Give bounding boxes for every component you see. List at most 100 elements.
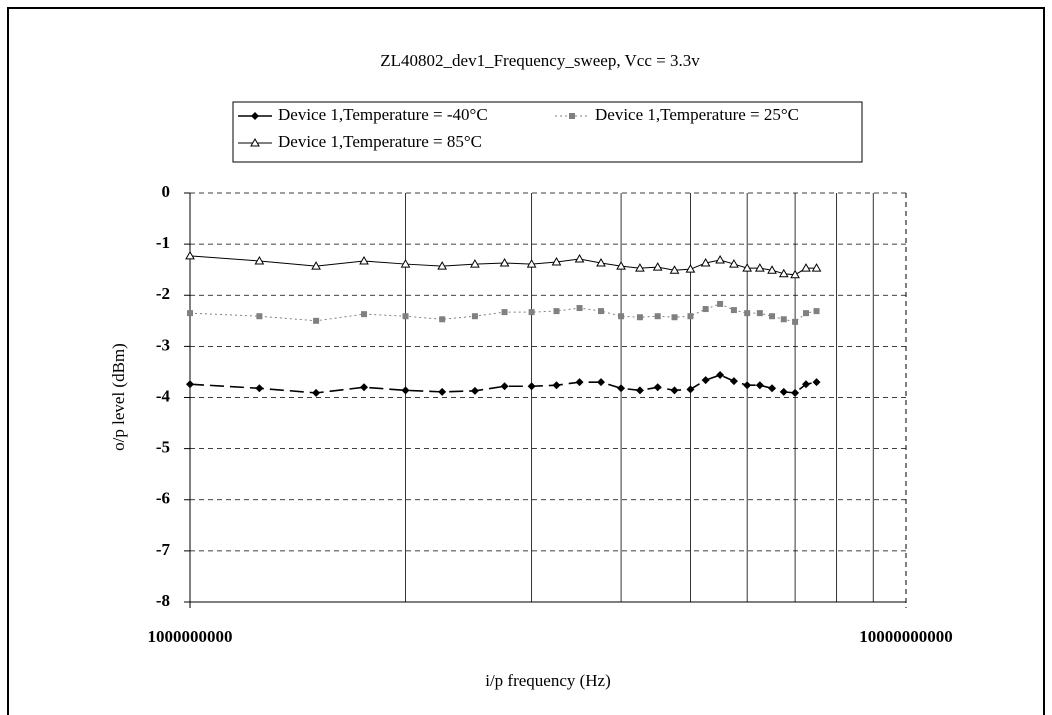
marker xyxy=(767,265,777,274)
y-tick-label: -5 xyxy=(156,438,170,457)
y-tick-label: -1 xyxy=(156,233,170,252)
marker xyxy=(729,259,739,268)
marker xyxy=(553,308,560,315)
marker xyxy=(500,382,509,391)
y-tick-label: -8 xyxy=(156,591,170,610)
marker xyxy=(616,261,626,270)
marker xyxy=(743,381,752,390)
marker xyxy=(312,388,321,397)
marker xyxy=(778,268,789,278)
marker xyxy=(360,383,369,392)
legend-label: Device 1,Temperature = 85°C xyxy=(278,132,482,151)
marker xyxy=(671,314,678,321)
legend-marker xyxy=(569,113,575,119)
marker xyxy=(596,258,606,267)
marker xyxy=(742,263,753,272)
y-tick-label: -6 xyxy=(156,489,170,508)
marker xyxy=(686,385,695,394)
frame xyxy=(7,7,1045,715)
x-tick-label: 1000000000 xyxy=(148,627,233,646)
y-tick-label: -7 xyxy=(156,540,171,559)
marker xyxy=(470,259,480,268)
marker xyxy=(730,307,737,314)
x-axis-label: i/p frequency (Hz) xyxy=(485,671,611,690)
marker xyxy=(527,382,536,391)
marker xyxy=(792,318,799,325)
marker xyxy=(470,386,479,395)
marker xyxy=(574,253,585,263)
marker xyxy=(617,384,626,393)
marker xyxy=(361,311,368,318)
marker xyxy=(254,255,265,265)
marker xyxy=(598,308,605,315)
marker xyxy=(754,263,765,272)
marker xyxy=(813,308,820,315)
marker xyxy=(439,316,446,323)
marker xyxy=(576,305,583,312)
marker xyxy=(702,306,709,313)
marker xyxy=(311,261,321,270)
marker xyxy=(528,309,535,316)
legend-marker xyxy=(251,112,259,120)
marker xyxy=(811,263,822,272)
marker xyxy=(552,381,561,390)
legend-box xyxy=(232,101,863,163)
marker xyxy=(744,310,751,317)
marker xyxy=(701,376,710,385)
marker xyxy=(812,378,821,387)
marker xyxy=(687,313,694,320)
marker xyxy=(185,250,195,260)
marker xyxy=(717,300,724,307)
marker xyxy=(769,313,776,320)
marker xyxy=(780,316,787,323)
marker xyxy=(670,386,679,395)
marker xyxy=(187,310,193,317)
legend-label: Device 1,Temperature = -40°C xyxy=(278,105,488,124)
marker xyxy=(501,309,508,316)
marker xyxy=(526,259,537,268)
marker xyxy=(471,313,478,320)
y-tick-label: -2 xyxy=(156,284,170,303)
marker xyxy=(499,258,510,267)
legend-marker xyxy=(250,137,260,147)
marker xyxy=(802,380,811,389)
marker xyxy=(401,386,410,395)
marker xyxy=(400,259,411,268)
marker xyxy=(654,313,661,320)
marker xyxy=(575,378,584,387)
y-tick-label: -4 xyxy=(156,386,171,405)
marker xyxy=(256,313,263,320)
marker xyxy=(653,383,662,392)
x-tick-label: 10000000000 xyxy=(859,627,953,646)
marker xyxy=(756,310,763,317)
marker xyxy=(729,377,738,386)
y-tick-label: 0 xyxy=(162,182,171,201)
chart-title: ZL40802_dev1_Frequency_sweep, Vcc = 3.3v xyxy=(380,51,700,70)
marker xyxy=(768,384,777,393)
marker xyxy=(700,258,711,267)
marker xyxy=(313,317,320,324)
legend-label: Device 1,Temperature = 25°C xyxy=(595,105,799,124)
marker xyxy=(635,386,644,395)
marker xyxy=(652,262,663,271)
marker xyxy=(715,254,725,264)
marker xyxy=(551,257,562,266)
marker xyxy=(755,381,764,390)
marker xyxy=(359,255,369,265)
marker xyxy=(803,310,810,317)
marker xyxy=(685,264,696,273)
marker xyxy=(402,313,409,320)
marker xyxy=(597,378,606,387)
marker xyxy=(437,261,448,270)
marker xyxy=(791,388,800,397)
marker xyxy=(790,269,800,279)
y-tick-label: -3 xyxy=(156,335,170,354)
marker xyxy=(636,314,643,321)
marker xyxy=(438,387,447,396)
y-axis-label: o/p level (dBm) xyxy=(109,343,128,451)
marker xyxy=(779,387,788,396)
marker xyxy=(669,265,680,274)
marker xyxy=(255,384,264,393)
marker xyxy=(186,380,194,389)
